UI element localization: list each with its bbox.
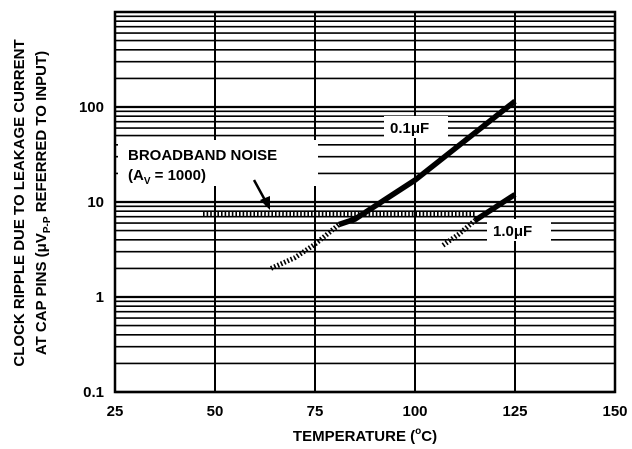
x-tick-label: 150 [602, 403, 627, 420]
label-10uF-bg [487, 219, 551, 241]
x-tick-label: 25 [107, 403, 124, 420]
y-axis-title-line2: AT CAP PINS (μVP-P REFERRED TO INPUT) [33, 51, 53, 355]
y-tick-label: 0.1 [83, 384, 104, 401]
series-line-1-0-f [473, 192, 517, 223]
label-01uF: 0.1μF [390, 120, 429, 137]
series-layer [203, 99, 517, 271]
noise-arrow [252, 179, 270, 210]
y-tick-label: 10 [87, 194, 104, 211]
y-tick-label: 1 [96, 289, 104, 306]
x-tick-label: 75 [307, 403, 324, 420]
x-axis-title: TEMPERATURE (oC) [293, 426, 437, 445]
label-01uF-bg [384, 116, 448, 138]
noise-label-line1: BROADBAND NOISE [128, 147, 277, 164]
noise-label-bg [118, 140, 318, 186]
x-tick-labels: 25 50 75 100 125 150 [107, 403, 628, 420]
series-line-segment [441, 218, 477, 248]
noise-label-line2: (AV = 1000) [128, 167, 206, 187]
series-line-broadband-noise [203, 211, 475, 217]
y-tick-label: 100 [79, 99, 104, 116]
label-10uF: 1.0μF [493, 223, 532, 240]
y-tick-labels: 0.1 1 10 100 [79, 99, 104, 401]
plot-frame [113, 10, 617, 394]
grid [114, 12, 616, 394]
series-line-segment [269, 222, 341, 271]
x-tick-label: 125 [502, 403, 527, 420]
x-tick-label: 50 [207, 403, 224, 420]
y-axis-title-line1: CLOCK RIPPLE DUE TO LEAKAGE CURRENT [11, 39, 28, 366]
series-line-0-1-f [338, 99, 517, 228]
x-tick-label: 100 [402, 403, 427, 420]
